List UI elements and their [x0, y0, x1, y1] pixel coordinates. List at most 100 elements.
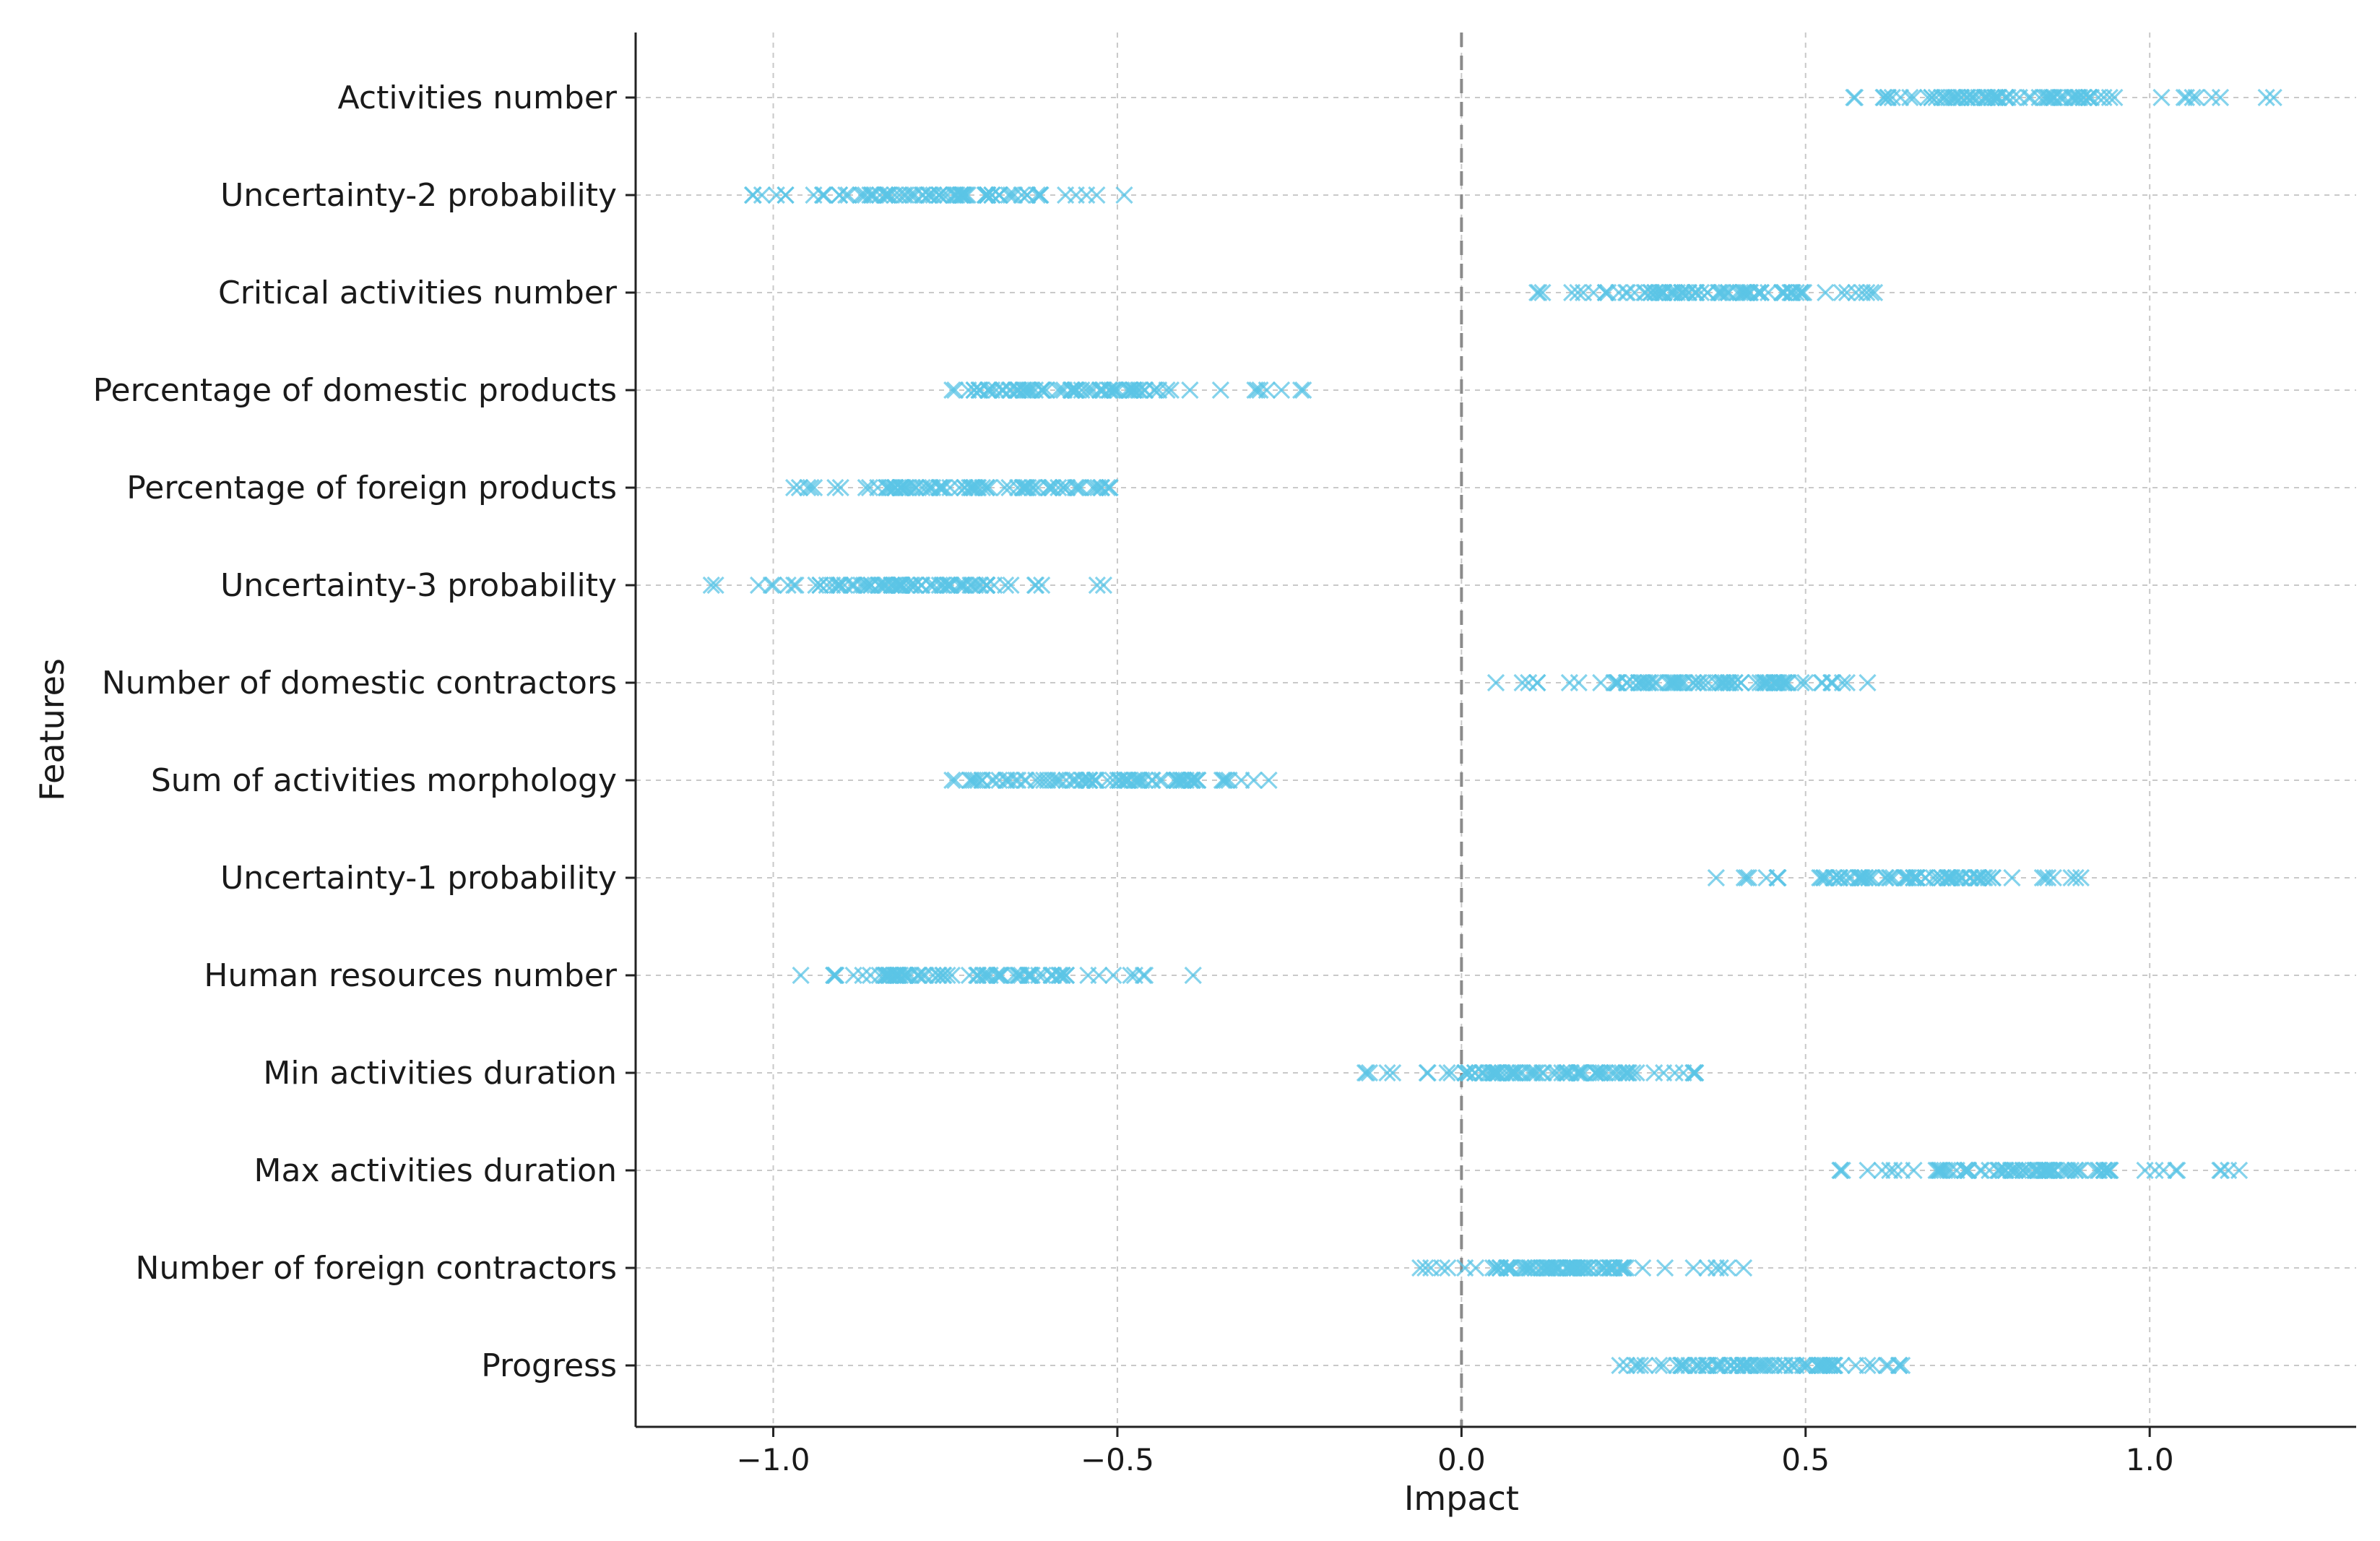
impact-point: [1556, 1063, 1574, 1082]
impact-point: [1858, 1356, 1877, 1375]
impact-point: [2095, 88, 2113, 107]
impact-point: [1216, 771, 1234, 790]
impact-point: [1068, 381, 1086, 400]
impact-point: [1051, 966, 1069, 985]
impact-point: [1893, 1356, 1911, 1375]
impact-point: [807, 576, 825, 595]
impact-point: [845, 576, 863, 595]
impact-point: [1838, 283, 1856, 302]
impact-point: [1845, 88, 1863, 107]
impact-point: [960, 966, 979, 985]
impact-point: [1459, 1063, 1477, 1082]
impact-point: [764, 576, 782, 595]
impact-point: [1856, 868, 1874, 887]
impact-point: [706, 576, 724, 595]
impact-point: [1135, 771, 1154, 790]
impact-point: [1684, 673, 1702, 692]
impact-point: [1439, 1259, 1457, 1277]
impact-point: [982, 771, 1001, 790]
impact-point: [1956, 1161, 1974, 1180]
impact-point: [1574, 283, 1593, 302]
impact-point: [1573, 1259, 1592, 1277]
impact-point: [2202, 88, 2221, 107]
impact-point: [1636, 1356, 1654, 1375]
impact-point: [1799, 1356, 1817, 1375]
impact-point: [1187, 771, 1205, 790]
impact-point: [1628, 1356, 1646, 1375]
y-axis-label: Features: [33, 658, 72, 801]
impact-point: [860, 478, 879, 497]
impact-point: [969, 576, 987, 595]
impact-point: [952, 186, 970, 204]
impact-point: [1653, 283, 1671, 302]
impact-point: [964, 771, 982, 790]
impact-point: [1598, 283, 1617, 302]
impact-point: [1858, 1161, 1877, 1180]
x-tick-label: −1.0: [737, 1442, 810, 1477]
impact-point: [1747, 673, 1765, 692]
impact-point: [977, 186, 996, 204]
impact-point: [1876, 868, 1895, 887]
impact-point: [787, 576, 805, 595]
impact-point: [941, 478, 959, 497]
impact-point: [1031, 771, 1049, 790]
impact-point: [985, 771, 1003, 790]
impact-point: [1356, 1063, 1375, 1082]
impact-point: [1528, 673, 1546, 692]
impact-point: [2175, 88, 2193, 107]
impact-point: [1360, 1063, 1379, 1082]
impact-point: [1513, 673, 1531, 692]
impact-point: [1122, 966, 1140, 985]
impact-point: [870, 966, 888, 985]
impact-point: [1063, 771, 1082, 790]
impact-point: [1383, 1063, 1402, 1082]
impact-point: [1625, 283, 1644, 302]
impact-point: [1735, 868, 1754, 887]
x-tick-label: 0.5: [1781, 1442, 1830, 1477]
impact-point: [1526, 1063, 1544, 1082]
impact-point: [932, 478, 950, 497]
impact-point: [2003, 868, 2021, 887]
impact-point: [826, 966, 844, 985]
impact-point: [779, 576, 797, 595]
impact-point: [1737, 868, 1756, 887]
impact-point: [965, 381, 983, 400]
impact-point: [1636, 673, 1654, 692]
impact-point: [990, 771, 1008, 790]
impact-point: [762, 576, 780, 595]
impact-point: [965, 478, 984, 497]
impact-point: [913, 576, 931, 595]
impact-point: [2067, 868, 2085, 887]
y-tick-label: Human resources number: [204, 957, 618, 994]
impact-point: [1601, 1259, 1620, 1277]
impact-point: [966, 771, 985, 790]
impact-point: [983, 186, 1001, 204]
impact-point: [1106, 381, 1124, 400]
impact-point: [1986, 88, 2004, 107]
impact-point: [1569, 283, 1587, 302]
impact-point: [953, 186, 972, 204]
impact-point: [892, 478, 910, 497]
impact-point: [1481, 1063, 1500, 1082]
impact-point: [909, 966, 927, 985]
impact-point: [1080, 771, 1098, 790]
impact-point: [919, 186, 938, 204]
impact-point: [1002, 381, 1020, 400]
impact-point: [1151, 771, 1169, 790]
impact-point: [1851, 868, 1869, 887]
impact-point: [1864, 1356, 1882, 1375]
impact-point: [1617, 1063, 1635, 1082]
impact-point: [1634, 1259, 1652, 1277]
impact-point: [1070, 478, 1088, 497]
impact-point: [917, 966, 935, 985]
impact-point: [1832, 1356, 1851, 1375]
impact-point: [1562, 1063, 1580, 1082]
impact-point: [1715, 1356, 1734, 1375]
impact-point: [1932, 868, 1951, 887]
impact-point: [1668, 283, 1687, 302]
impact-point: [1941, 868, 1959, 887]
impact-point: [2038, 1161, 2056, 1180]
impact-point: [702, 576, 720, 595]
impact-point: [996, 576, 1015, 595]
impact-point: [885, 576, 903, 595]
